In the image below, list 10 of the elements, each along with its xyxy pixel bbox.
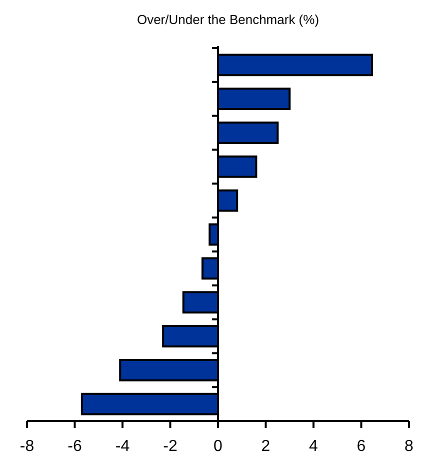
x-tick-label: 4 <box>309 438 318 455</box>
x-tick-label: -2 <box>163 438 178 455</box>
chart-title: Over/Under the Benchmark (%) <box>136 12 320 27</box>
x-tick-label: -6 <box>68 438 82 455</box>
x-tick-label: -4 <box>115 438 130 455</box>
x-tick-label: 6 <box>356 438 366 455</box>
x-tick-label: 0 <box>214 438 223 455</box>
x-tick-label: -8 <box>20 438 34 455</box>
x-tick-label: 8 <box>404 438 414 455</box>
x-tick-label: 2 <box>261 438 270 455</box>
